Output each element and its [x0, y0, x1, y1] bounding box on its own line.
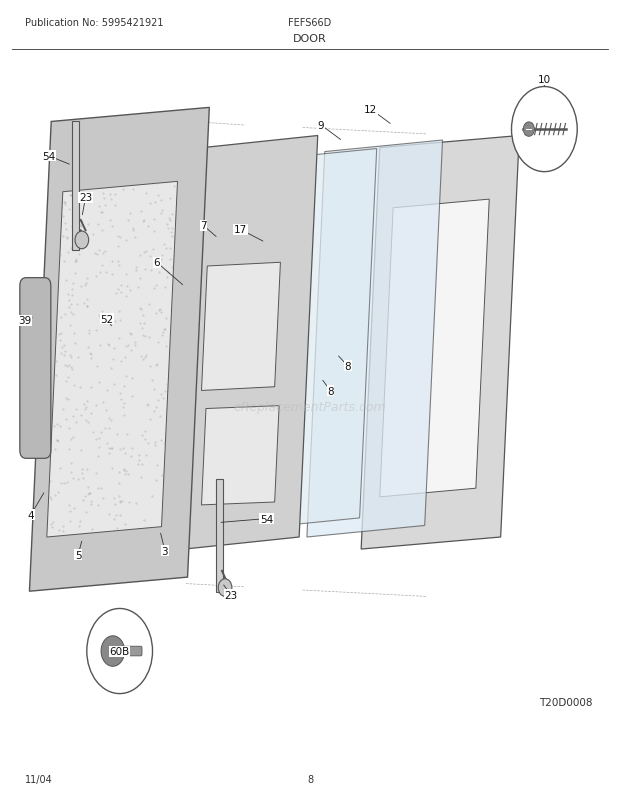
- Text: 54: 54: [260, 514, 273, 524]
- Text: 6: 6: [154, 258, 160, 268]
- Text: 17: 17: [234, 225, 247, 235]
- Polygon shape: [216, 480, 223, 592]
- Text: 12: 12: [364, 105, 378, 115]
- Circle shape: [75, 232, 89, 249]
- Text: DOOR: DOOR: [293, 34, 327, 43]
- Text: 8: 8: [345, 362, 351, 371]
- Text: 60B: 60B: [110, 646, 130, 656]
- Text: Publication No: 5995421921: Publication No: 5995421921: [25, 18, 163, 27]
- Polygon shape: [379, 200, 489, 497]
- Circle shape: [512, 87, 577, 172]
- Text: 4: 4: [28, 510, 34, 520]
- Text: eReplacementParts.com: eReplacementParts.com: [234, 401, 386, 414]
- Text: 11/04: 11/04: [25, 775, 53, 784]
- Text: 54: 54: [42, 152, 55, 161]
- Text: 23: 23: [79, 193, 92, 203]
- Text: 8: 8: [327, 387, 334, 396]
- Text: FEFS66D: FEFS66D: [288, 18, 332, 27]
- Text: 10: 10: [538, 75, 551, 85]
- Text: 39: 39: [18, 316, 32, 326]
- Polygon shape: [72, 122, 79, 250]
- Text: 8: 8: [307, 775, 313, 784]
- Text: 7: 7: [200, 221, 206, 231]
- Polygon shape: [248, 149, 377, 529]
- Polygon shape: [202, 406, 279, 505]
- Text: 52: 52: [100, 314, 114, 324]
- FancyBboxPatch shape: [20, 278, 51, 459]
- Text: T20D0008: T20D0008: [539, 698, 593, 707]
- Circle shape: [87, 609, 153, 694]
- Circle shape: [218, 579, 232, 597]
- Text: 9: 9: [318, 121, 324, 131]
- Polygon shape: [307, 141, 443, 537]
- Circle shape: [523, 123, 534, 137]
- Polygon shape: [185, 136, 318, 549]
- Polygon shape: [29, 108, 210, 591]
- FancyBboxPatch shape: [120, 646, 142, 656]
- Polygon shape: [47, 182, 177, 537]
- Text: 5: 5: [75, 550, 81, 560]
- Text: 3: 3: [162, 546, 168, 556]
- Circle shape: [101, 636, 125, 666]
- Polygon shape: [361, 136, 520, 549]
- Polygon shape: [202, 263, 280, 391]
- Text: 23: 23: [224, 590, 238, 600]
